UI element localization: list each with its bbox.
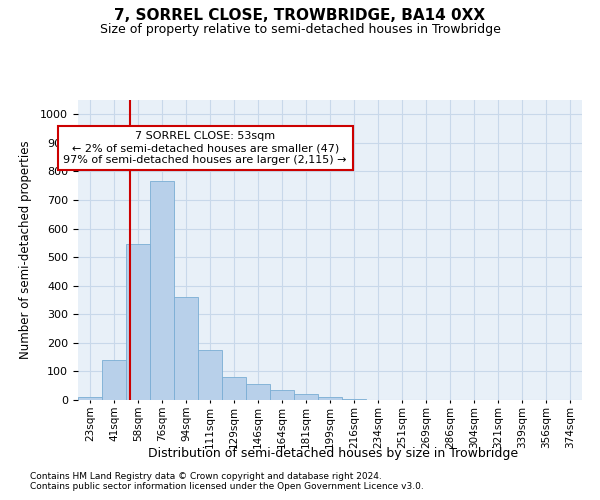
Bar [294,394,318,400]
Text: Size of property relative to semi-detached houses in Trowbridge: Size of property relative to semi-detach… [100,22,500,36]
Y-axis label: Number of semi-detached properties: Number of semi-detached properties [19,140,32,360]
Bar [342,398,366,400]
Text: Contains public sector information licensed under the Open Government Licence v3: Contains public sector information licen… [30,482,424,491]
Bar [150,182,174,400]
Bar [102,360,126,400]
Bar [222,377,246,400]
Bar [126,244,150,400]
Text: Contains HM Land Registry data © Crown copyright and database right 2024.: Contains HM Land Registry data © Crown c… [30,472,382,481]
Text: Distribution of semi-detached houses by size in Trowbridge: Distribution of semi-detached houses by … [148,448,518,460]
Bar [246,384,270,400]
Text: 7 SORREL CLOSE: 53sqm
← 2% of semi-detached houses are smaller (47)
97% of semi-: 7 SORREL CLOSE: 53sqm ← 2% of semi-detac… [64,132,347,164]
Bar [174,297,198,400]
Bar [318,397,342,400]
Bar [78,397,102,400]
Bar [270,390,294,400]
Bar [198,350,222,400]
Text: 7, SORREL CLOSE, TROWBRIDGE, BA14 0XX: 7, SORREL CLOSE, TROWBRIDGE, BA14 0XX [115,8,485,22]
